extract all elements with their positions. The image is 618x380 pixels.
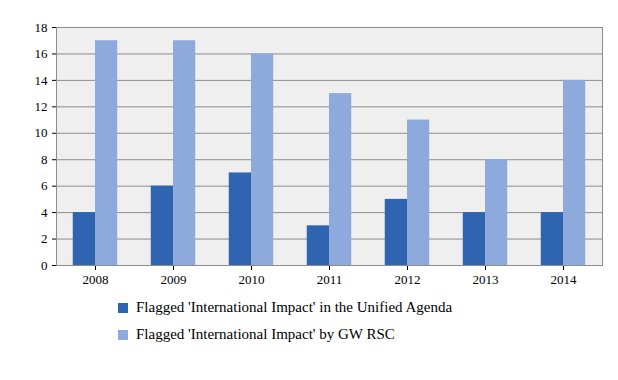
svg-text:2: 2 [41,231,48,246]
svg-text:12: 12 [35,99,48,114]
svg-text:2014: 2014 [551,272,578,285]
svg-text:2010: 2010 [239,272,265,285]
svg-text:2012: 2012 [395,272,421,285]
html-text:Flagged 'International Impact': Flagged 'International Impact' by GW RSC [136,326,395,342]
svg-text:8: 8 [41,152,48,167]
svg-text:0: 0 [41,258,48,273]
svg-text:16: 16 [35,46,49,61]
svg-text:2013: 2013 [473,272,499,285]
svg-text:14: 14 [35,73,49,88]
html-text:Flagged 'International Impact': Flagged 'International Impact' in the Un… [136,299,453,315]
svg-text:2011: 2011 [317,272,343,285]
svg-text:4: 4 [41,205,48,220]
svg-text:10: 10 [35,125,48,140]
svg-text:2009: 2009 [161,272,187,285]
svg-text:18: 18 [35,20,48,35]
svg-text:2008: 2008 [83,272,109,285]
svg-text:6: 6 [41,178,48,193]
